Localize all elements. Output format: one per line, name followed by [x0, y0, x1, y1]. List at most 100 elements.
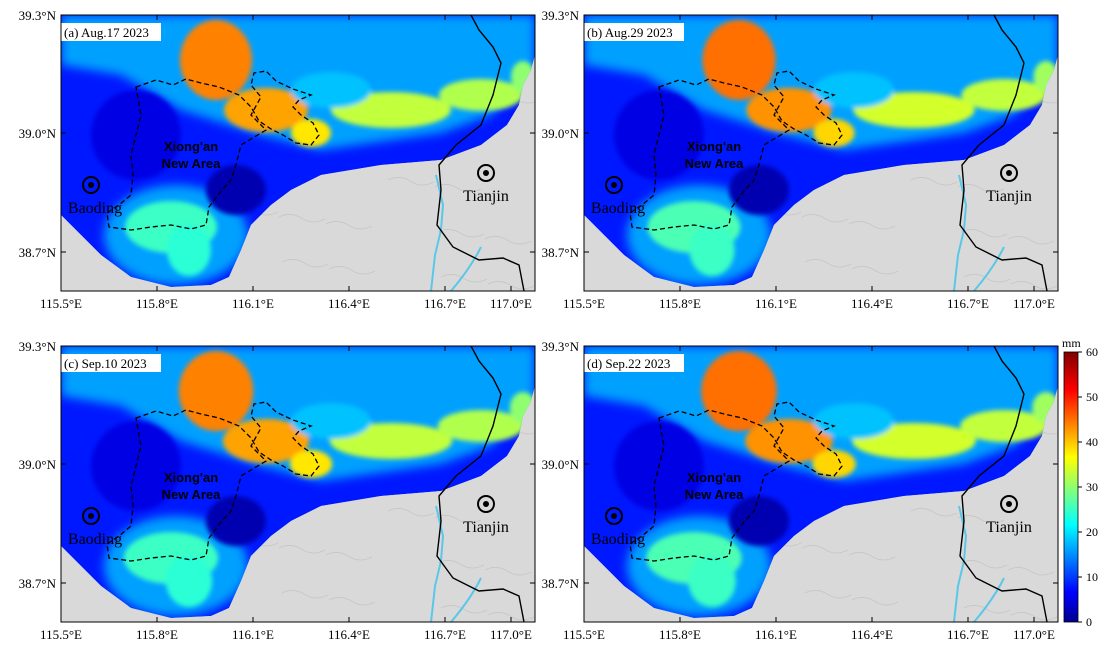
province-boundary — [436, 15, 525, 291]
panel-label: (b) Aug.29 2023 — [584, 23, 684, 41]
xiongan-label: New Area — [685, 156, 745, 171]
tianjin-marker-icon — [1000, 495, 1018, 513]
river-line — [973, 246, 1005, 291]
lat-tick-label: 39.0°N — [542, 457, 580, 472]
map-frame — [583, 345, 1059, 623]
map-panel-b: Xiong'an New Area Baoding Tianjin (b) Aug.29… — [542, 8, 1059, 311]
svg-text:(b) Aug.29 2023: (b) Aug.29 2023 — [587, 25, 673, 40]
lon-tick-label: 116.7°E — [947, 296, 989, 311]
baoding-label: Baoding — [68, 200, 122, 217]
lat-tick-label: 38.7°N — [542, 245, 580, 260]
province-boundary — [959, 346, 1048, 622]
xiongan-boundary — [106, 70, 320, 231]
lat-tick-label: 39.0°N — [542, 126, 580, 141]
xiongan-label: Xiong'an — [687, 470, 741, 485]
baoding-marker-icon — [605, 507, 623, 525]
lat-tick-label: 38.7°N — [19, 245, 57, 260]
lon-tick-label: 116.4°E — [851, 296, 893, 311]
map-frame — [60, 345, 536, 623]
baoding-label: Baoding — [591, 531, 645, 548]
lat-tick-label: 38.7°N — [19, 576, 57, 591]
colorbar-gradient — [1063, 351, 1079, 623]
lon-tick-label: 116.1°E — [232, 296, 274, 311]
xiongan-label: Xiong'an — [164, 139, 218, 154]
lat-tick-label: 39.0°N — [19, 126, 57, 141]
colorbar-tick-label: 20 — [1086, 525, 1098, 539]
map-panel-a: Xiong'an New Area Baoding Tianjin (a) Aug.17… — [19, 8, 536, 311]
tianjin-marker-icon — [477, 495, 495, 513]
tianjin-label: Tianjin — [986, 188, 1032, 205]
tianjin-marker-icon — [477, 164, 495, 182]
svg-text:(a) Aug.17 2023: (a) Aug.17 2023 — [64, 25, 149, 40]
colorbar-tick-label: 50 — [1086, 390, 1098, 404]
lon-tick-label: 115.5°E — [40, 296, 82, 311]
map-frame — [583, 14, 1059, 292]
panel-label: (a) Aug.17 2023 — [61, 23, 161, 41]
lon-tick-label: 115.5°E — [563, 627, 605, 642]
baoding-marker-icon — [82, 507, 100, 525]
lon-tick-label: 115.8°E — [136, 627, 178, 642]
baoding-marker-icon — [82, 176, 100, 194]
lon-tick-label: 116.1°E — [232, 627, 274, 642]
xiongan-label: New Area — [685, 487, 745, 502]
xiongan-label: New Area — [162, 156, 222, 171]
svg-text:(d) Sep.22 2023: (d) Sep.22 2023 — [587, 356, 670, 371]
deformation-layer — [584, 346, 1058, 618]
colorbar-tick-label: 30 — [1086, 480, 1098, 494]
baoding-marker-icon — [605, 176, 623, 194]
panel-label: (d) Sep.22 2023 — [584, 354, 684, 372]
colorbar-tick-label: 60 — [1086, 345, 1098, 359]
xiongan-boundary — [629, 401, 843, 562]
lat-tick-label: 39.0°N — [19, 457, 57, 472]
province-boundary — [959, 15, 1048, 291]
lon-tick-label: 116.4°E — [328, 296, 370, 311]
svg-text:(c) Sep.10 2023: (c) Sep.10 2023 — [64, 356, 147, 371]
lat-tick-label: 38.7°N — [542, 576, 580, 591]
lon-tick-label: 115.5°E — [563, 296, 605, 311]
colorbar-tick-label: 0 — [1086, 615, 1092, 629]
lon-tick-label: 116.7°E — [424, 627, 466, 642]
lat-tick-label: 39.3°N — [542, 339, 580, 354]
baoding-label: Baoding — [68, 531, 122, 548]
lon-tick-label: 116.7°E — [424, 296, 466, 311]
deformation-layer — [61, 15, 535, 287]
lat-tick-label: 39.3°N — [19, 8, 57, 23]
lon-tick-label: 116.4°E — [328, 627, 370, 642]
colorbar-ticks: 0 10 20 30 40 50 60 — [1078, 345, 1098, 629]
xiongan-boundary — [106, 401, 320, 562]
deformation-layer — [61, 346, 535, 618]
lon-tick-label: 115.8°E — [136, 296, 178, 311]
colorbar-unit: mm — [1062, 336, 1081, 350]
map-panel-c: Xiong'an New Area Baoding Tianjin (c) Sep.10… — [19, 339, 536, 642]
tianjin-label: Tianjin — [986, 519, 1032, 536]
xiongan-label: Xiong'an — [164, 470, 218, 485]
lon-tick-label: 117.0°E — [1013, 627, 1055, 642]
lat-tick-label: 39.3°N — [19, 339, 57, 354]
lon-tick-label: 117.0°E — [490, 296, 532, 311]
colorbar-tick-label: 10 — [1086, 570, 1098, 584]
lon-tick-label: 117.0°E — [1013, 296, 1055, 311]
map-panel-d: Xiong'an New Area Baoding Tianjin (d) Sep.22… — [542, 339, 1059, 642]
lon-tick-label: 116.1°E — [755, 627, 797, 642]
lon-tick-label: 115.5°E — [40, 627, 82, 642]
lat-tick-label: 39.3°N — [542, 8, 580, 23]
lon-tick-label: 116.4°E — [851, 627, 893, 642]
map-frame — [60, 14, 536, 292]
lon-tick-label: 115.8°E — [659, 296, 701, 311]
colorbar: mm 0 10 20 30 40 50 60 — [1062, 336, 1098, 629]
river-line — [973, 577, 1005, 622]
xiongan-label: Xiong'an — [687, 139, 741, 154]
tianjin-label: Tianjin — [463, 188, 509, 205]
tianjin-label: Tianjin — [463, 519, 509, 536]
deformation-layer — [584, 15, 1058, 287]
colorbar-tick-label: 40 — [1086, 435, 1098, 449]
lon-tick-label: 116.7°E — [947, 627, 989, 642]
river-line — [450, 577, 482, 622]
river-line — [450, 246, 482, 291]
province-boundary — [436, 346, 525, 622]
panel-label: (c) Sep.10 2023 — [61, 354, 161, 372]
baoding-label: Baoding — [591, 200, 645, 217]
lon-tick-label: 116.1°E — [755, 296, 797, 311]
tianjin-marker-icon — [1000, 164, 1018, 182]
